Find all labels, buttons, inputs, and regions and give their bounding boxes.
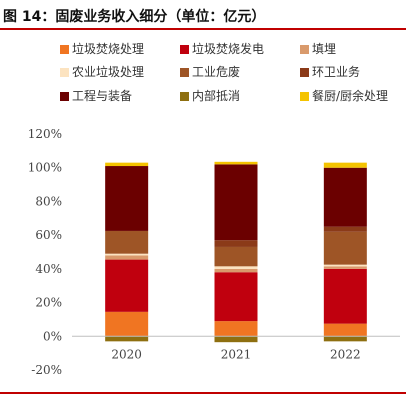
legend-label: 环卫业务	[312, 64, 360, 79]
bar-segment	[323, 162, 367, 168]
x-tick-label: 2022	[330, 347, 361, 361]
bar-segment	[105, 230, 149, 254]
y-tick-label: 120%	[28, 127, 62, 141]
x-tick-label: 2021	[221, 347, 252, 361]
bar-segment	[105, 162, 149, 167]
y-tick-label: 60%	[35, 228, 62, 242]
bar-segment	[105, 311, 149, 337]
y-tick-label: -20%	[31, 363, 62, 377]
bar-segment	[214, 161, 258, 165]
legend-label: 工业危废	[192, 64, 240, 79]
legend-label: 填埋	[312, 42, 336, 56]
bar-segment	[214, 272, 258, 322]
bar-segment	[323, 226, 367, 232]
bar-segment	[323, 336, 367, 342]
figure-title: 图 14：固废业务收入细分（单位：亿元）	[0, 0, 406, 30]
bar-segment	[323, 264, 367, 267]
legend-label: 内部抵消	[192, 88, 240, 103]
bar-segment	[214, 164, 258, 241]
legend-swatch	[300, 45, 309, 54]
y-tick-label: 100%	[28, 161, 62, 175]
chart-container: 垃圾焚烧处理 垃圾焚烧发电 填埋农业垃圾处理 工业危废 环卫业务工程与装备 内部抵消 餐厨/…	[0, 30, 406, 403]
bar-segment	[105, 259, 149, 312]
legend-swatch	[180, 92, 189, 101]
bar-segment	[105, 253, 149, 256]
y-tick-label: 80%	[35, 194, 62, 208]
bar-segment	[323, 167, 367, 227]
x-tick-label: 2020	[111, 347, 142, 361]
bar-segment	[105, 255, 149, 260]
y-tick-label: 40%	[35, 262, 62, 276]
legend-label: 垃圾焚烧处理	[72, 41, 144, 56]
legend-swatch	[60, 92, 69, 101]
bar-segment	[214, 336, 258, 343]
legend-label: 工程与装备	[72, 88, 132, 103]
bar-segment	[214, 266, 258, 269]
bar-stacks	[105, 161, 367, 343]
bar-segment	[323, 266, 367, 269]
bottom-rule	[0, 392, 406, 394]
bar-segment	[214, 268, 258, 273]
legend-swatch	[300, 68, 309, 77]
legend-swatch	[180, 45, 189, 54]
legend-swatch	[300, 92, 309, 101]
legend-swatch	[180, 68, 189, 77]
bar-segment	[214, 321, 258, 337]
legend-label: 农业垃圾处理	[72, 64, 144, 79]
y-tick-label: 20%	[35, 296, 62, 310]
y-tick-label: 0%	[43, 329, 62, 343]
x-axis: 2020 2021 2022	[72, 335, 400, 361]
legend-label: 垃圾焚烧发电	[192, 41, 264, 56]
legend-swatch	[60, 68, 69, 77]
bar-segment	[323, 231, 367, 265]
bar-segment	[105, 166, 149, 231]
bar-segment	[323, 268, 367, 324]
legend-label: 餐厨/厨余处理	[312, 88, 388, 103]
legend-swatch	[60, 45, 69, 54]
y-axis: -20% 0% 20% 40% 60% 80% 100% 120%	[28, 127, 62, 377]
bar-segment	[214, 246, 258, 267]
bar-segment	[105, 336, 149, 342]
bar-segment	[323, 323, 367, 337]
bar-segment	[214, 240, 258, 247]
